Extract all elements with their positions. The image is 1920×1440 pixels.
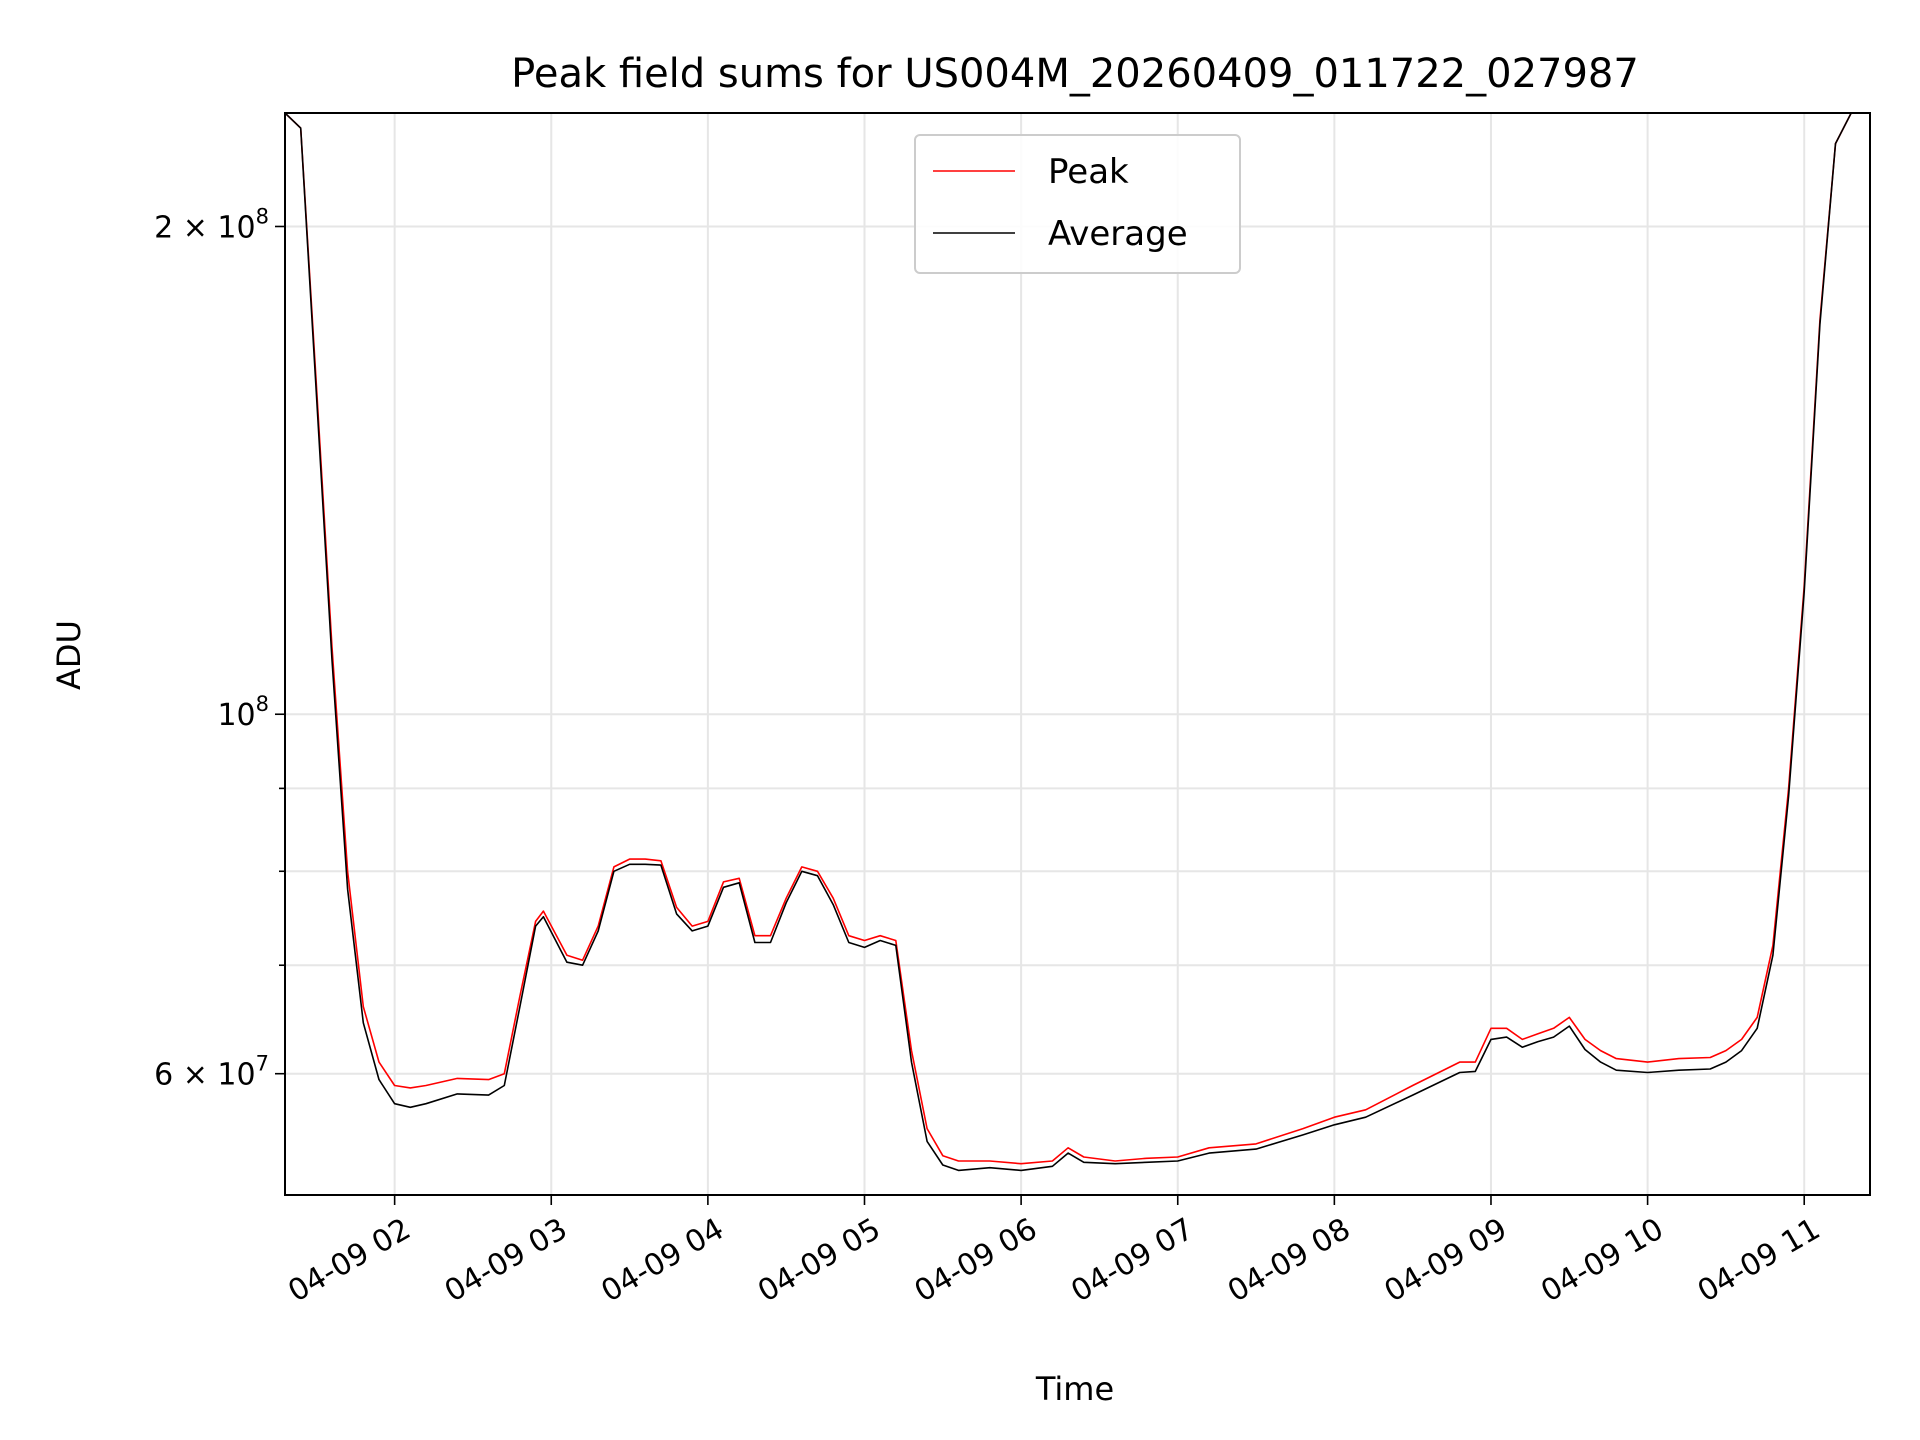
y-tick-label: 2 × 108: [154, 204, 269, 245]
series-line-peak: [285, 113, 1870, 1165]
series-layer: [285, 113, 1870, 1172]
y-tick-label-exponent: 8: [256, 692, 269, 716]
legend-box: [914, 134, 1241, 274]
series-line-average: [285, 113, 1870, 1172]
y-tick-label-exponent: 8: [256, 204, 269, 228]
plot-frame: [284, 112, 1871, 1196]
legend-label-peak: Peak: [1048, 152, 1129, 192]
y-tick-label-base: 10: [217, 698, 255, 733]
y-tick-label-base: 2 × 10: [154, 210, 255, 245]
x-axis-label: Time: [1035, 1370, 1114, 1408]
chart-title: Peak field sums for US004M_20260409_0117…: [511, 51, 1639, 97]
y-tick-label-base: 6 × 10: [154, 1058, 255, 1093]
y-tick-label: 108: [217, 692, 269, 733]
y-tick-label: 6 × 107: [154, 1052, 269, 1093]
legend-label-average: Average: [1048, 214, 1188, 254]
y-tick-label-exponent: 7: [256, 1052, 269, 1076]
legend: Peak Average: [914, 134, 1241, 274]
y-axis-label: ADU: [50, 620, 88, 690]
